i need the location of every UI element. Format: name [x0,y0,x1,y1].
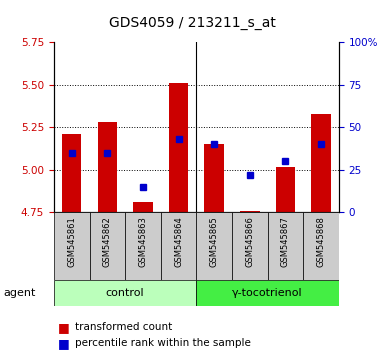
Bar [89,212,125,280]
Text: GSM545862: GSM545862 [103,216,112,267]
Text: GSM545863: GSM545863 [139,216,147,267]
Text: GSM545864: GSM545864 [174,216,183,267]
Text: percentile rank within the sample: percentile rank within the sample [75,338,251,348]
Text: GSM545866: GSM545866 [245,216,254,267]
Text: ■: ■ [58,321,70,334]
Bar [133,202,153,212]
Bar [125,212,161,280]
Bar [54,280,196,306]
Text: GDS4059 / 213211_s_at: GDS4059 / 213211_s_at [109,16,276,30]
Text: control: control [106,288,144,298]
Bar [204,144,224,212]
Text: GSM545865: GSM545865 [210,216,219,267]
Bar [54,212,89,280]
Bar [232,212,268,280]
Text: ■: ■ [58,337,70,350]
Text: transformed count: transformed count [75,322,172,332]
Bar [311,114,331,212]
Bar [161,212,196,280]
Bar [196,212,232,280]
Bar [169,83,188,212]
Bar [97,122,117,212]
Text: GSM545861: GSM545861 [67,216,76,267]
Bar [196,280,339,306]
Bar [62,134,82,212]
Text: γ-tocotrienol: γ-tocotrienol [232,288,303,298]
Text: agent: agent [4,288,36,298]
Bar [276,166,295,212]
Text: GSM545867: GSM545867 [281,216,290,267]
Bar [240,211,259,212]
Text: GSM545868: GSM545868 [316,216,325,267]
Bar [303,212,339,280]
Bar [268,212,303,280]
